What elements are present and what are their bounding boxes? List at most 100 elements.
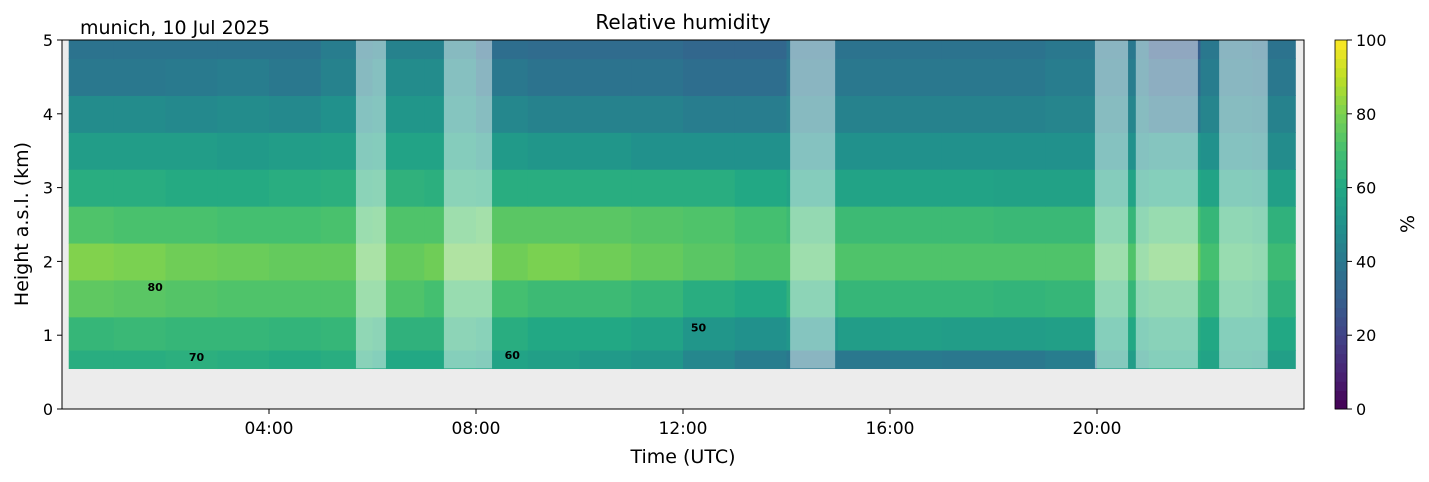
heatmap-cell <box>217 316 270 351</box>
y-tick-label: 0 <box>43 400 53 419</box>
masked-interval <box>1094 40 1129 369</box>
heatmap-cell <box>372 95 425 133</box>
contour-label: 60 <box>505 349 521 362</box>
colorbar-segment <box>1335 261 1347 272</box>
heatmap-cell <box>993 206 1046 244</box>
contour-label: 50 <box>691 322 707 335</box>
heatmap-cell <box>113 40 167 60</box>
heatmap-cell <box>424 132 477 170</box>
heatmap-cell <box>683 349 736 370</box>
heatmap-cell <box>269 132 322 170</box>
heatmap-cell <box>1148 169 1202 207</box>
heatmap-cell <box>1097 316 1150 351</box>
heatmap-cell <box>217 349 270 370</box>
heatmap-cell <box>217 169 270 207</box>
heatmap-cell <box>1252 349 1296 370</box>
heatmap-cell <box>527 169 581 207</box>
heatmap-cell <box>1045 242 1098 281</box>
heatmap-cell <box>1252 132 1296 170</box>
heatmap-cell <box>941 169 995 207</box>
colorbar-tick-label: 60 <box>1356 179 1376 198</box>
colorbar-segment <box>1335 390 1347 401</box>
heatmap-cell <box>217 132 270 170</box>
heatmap-cell <box>786 95 839 133</box>
heatmap-cell <box>217 58 270 96</box>
colorbar-segment <box>1335 215 1347 225</box>
heatmap-cell <box>683 206 736 244</box>
heatmap-cell <box>269 279 322 318</box>
heatmap-cell <box>683 58 736 96</box>
heatmap-cell <box>1200 169 1253 207</box>
heatmap-cell <box>527 95 581 133</box>
colorbar-segment <box>1335 270 1347 281</box>
heatmap-cell <box>734 132 788 170</box>
heatmap-cell <box>372 242 425 281</box>
heatmap-cell <box>1200 206 1253 244</box>
heatmap-cell <box>165 279 218 318</box>
heatmap-cell <box>838 279 891 318</box>
heatmap-cell <box>683 95 736 133</box>
heatmap-cell <box>579 279 632 318</box>
heatmap-cell <box>941 349 995 370</box>
colorbar-segment <box>1335 187 1347 198</box>
colorbar-segment <box>1335 362 1347 373</box>
colorbar-segment <box>1335 372 1347 382</box>
heatmap-cell <box>269 169 322 207</box>
masked-interval <box>1135 40 1198 369</box>
heatmap-cell <box>113 316 167 351</box>
heatmap-cell <box>579 316 632 351</box>
heatmap-cell <box>269 242 322 281</box>
heatmap-cell <box>68 58 115 96</box>
heatmap-cell <box>320 169 374 207</box>
colorbar-segment <box>1335 132 1347 142</box>
heatmap-cell <box>1097 242 1150 281</box>
heatmap-cell <box>1252 40 1296 60</box>
heatmap-cell <box>993 316 1046 351</box>
heatmap-cell <box>527 349 581 370</box>
heatmap-cell <box>786 169 839 207</box>
colorbar-segment <box>1335 113 1347 124</box>
colorbar-segment <box>1335 289 1347 299</box>
heatmap-cell <box>320 132 374 170</box>
heatmap-cell <box>1045 132 1098 170</box>
heatmap-cell <box>1148 206 1202 244</box>
heatmap-cell <box>579 206 632 244</box>
heatmap-cell <box>320 242 374 281</box>
heatmap-cell <box>113 58 167 96</box>
heatmap-cell <box>993 95 1046 133</box>
heatmap-cell <box>217 40 270 60</box>
heatmap-cell <box>424 169 477 207</box>
heatmap-cell <box>1045 40 1098 60</box>
heatmap-cell <box>424 242 477 281</box>
heatmap-cell <box>683 316 736 351</box>
heatmap-cell <box>1252 316 1296 351</box>
heatmap-cell <box>734 169 788 207</box>
heatmap-cell <box>1252 279 1296 318</box>
heatmap-cell <box>1148 40 1202 60</box>
colorbar-segment <box>1335 141 1347 152</box>
heatmap-cell <box>424 316 477 351</box>
heatmap-cell <box>890 132 943 170</box>
heatmap-cell <box>476 316 529 351</box>
heatmap-cell <box>631 132 684 170</box>
heatmap-cell <box>1097 95 1150 133</box>
heatmap-cell <box>941 279 995 318</box>
heatmap-cell <box>217 242 270 281</box>
colorbar-segment <box>1335 206 1347 216</box>
colorbar-segment <box>1335 335 1347 345</box>
colorbar-segment <box>1335 344 1347 355</box>
heatmap-cell <box>941 95 995 133</box>
colorbar-segment <box>1335 86 1347 96</box>
heatmap-cell <box>527 206 581 244</box>
heatmap-cell <box>683 132 736 170</box>
heatmap-cell <box>527 132 581 170</box>
heatmap-cell <box>165 40 218 60</box>
heatmap-cell <box>631 169 684 207</box>
heatmap-cell <box>631 349 684 370</box>
heatmap-cell <box>941 40 995 60</box>
colorbar-segment <box>1335 381 1347 392</box>
heatmap-cell <box>476 40 529 60</box>
colorbar-segment <box>1335 49 1347 59</box>
heatmap-cell <box>579 169 632 207</box>
